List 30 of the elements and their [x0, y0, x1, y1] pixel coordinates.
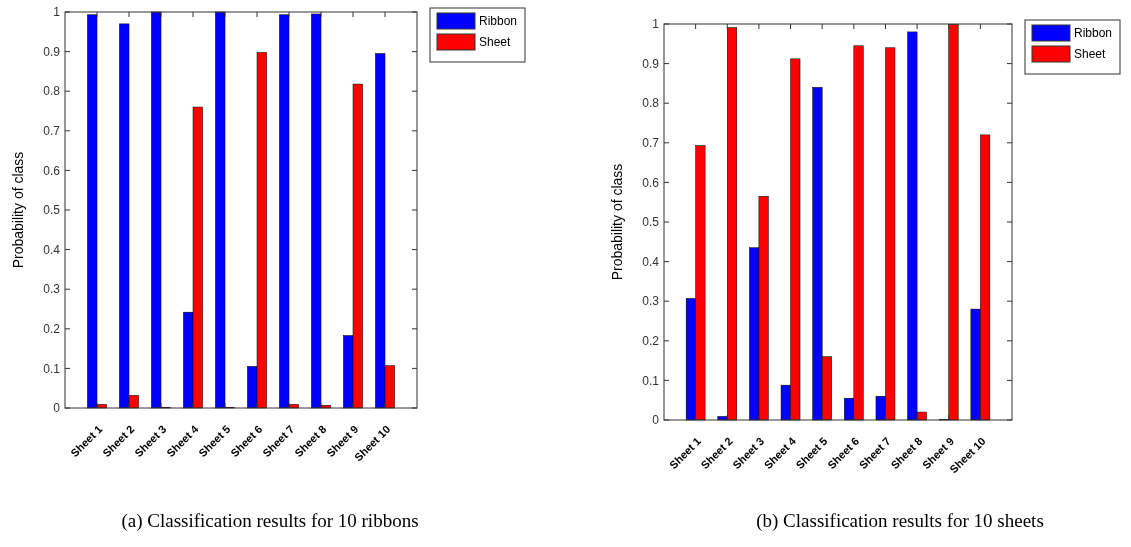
- y-tick-label: 1: [652, 17, 660, 32]
- y-tick-label: 0.6: [642, 175, 660, 190]
- y-axis-title: Probability of class: [609, 163, 625, 281]
- y-tick-label: 0.9: [642, 56, 660, 71]
- y-tick-label: 0.7: [642, 136, 660, 150]
- y-tick-label: 0: [652, 413, 660, 428]
- y-tick-label: 1: [53, 5, 61, 20]
- y-tick-label: 0.1: [43, 361, 61, 376]
- y-tick-label: 0.1: [642, 373, 660, 388]
- y-tick-label: 0.4: [43, 242, 61, 257]
- y-tick-label: 0.9: [43, 44, 61, 59]
- text: (b) Classification results for 10 sheets: [756, 510, 1044, 532]
- y-tick-label: 0.7: [43, 124, 61, 138]
- y-tick-label: 0.2: [642, 334, 660, 348]
- y-tick-label: 0.8: [43, 84, 61, 99]
- y-tick-label: 0.3: [43, 282, 61, 297]
- y-tick-label: 0: [53, 401, 61, 416]
- y-tick-label: 0.8: [642, 96, 660, 111]
- legend-label: Sheet: [479, 35, 512, 50]
- y-tick-label: 0.5: [43, 203, 61, 218]
- y-tick-label: 0.2: [43, 322, 61, 336]
- legend-label: Ribbon: [1074, 26, 1113, 41]
- y-axis-title: Probability of class: [10, 151, 26, 269]
- y-tick-label: 0.6: [43, 163, 61, 178]
- y-tick-label: 0.4: [642, 254, 660, 269]
- legend-label: Sheet: [1074, 47, 1107, 62]
- text: (a) Classification results for 10 ribbons: [121, 510, 419, 532]
- y-tick-label: 0.5: [642, 215, 660, 230]
- legend-label: Ribbon: [479, 14, 518, 29]
- y-tick-label: 0.3: [642, 294, 660, 309]
